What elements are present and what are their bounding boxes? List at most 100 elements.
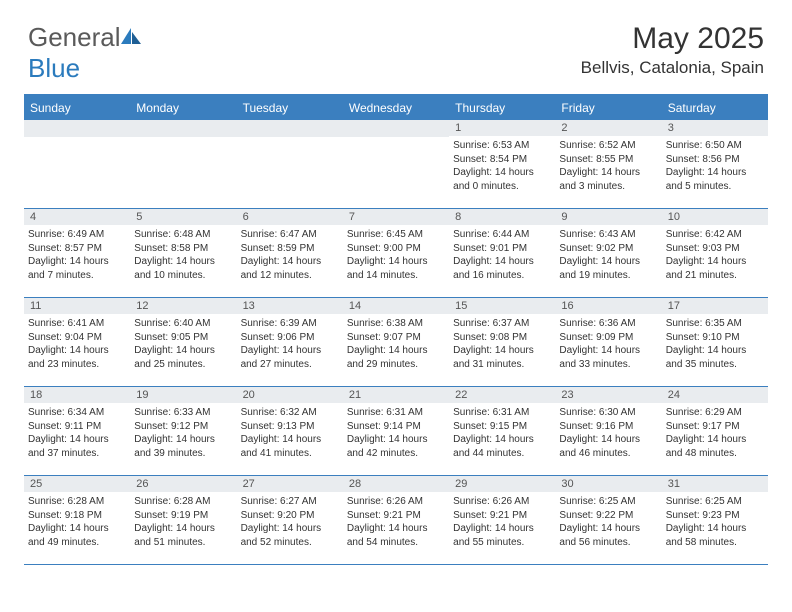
sunset-text: Sunset: 9:03 PM: [666, 242, 764, 256]
day-info: Sunrise: 6:35 AMSunset: 9:10 PMDaylight:…: [666, 317, 764, 371]
day-number: 12: [130, 298, 236, 314]
day-number: 11: [24, 298, 130, 314]
day-number: [130, 120, 236, 137]
day-number: 7: [343, 209, 449, 225]
day-number: [237, 120, 343, 137]
sunrise-text: Sunrise: 6:38 AM: [347, 317, 445, 331]
day-cell: [24, 120, 130, 208]
day-number: 15: [449, 298, 555, 314]
day-number: [24, 120, 130, 137]
day-info: Sunrise: 6:29 AMSunset: 9:17 PMDaylight:…: [666, 406, 764, 460]
day-cell: 3Sunrise: 6:50 AMSunset: 8:56 PMDaylight…: [662, 120, 768, 208]
sunset-text: Sunset: 8:58 PM: [134, 242, 232, 256]
sunset-text: Sunset: 9:08 PM: [453, 331, 551, 345]
day-info: Sunrise: 6:26 AMSunset: 9:21 PMDaylight:…: [347, 495, 445, 549]
sunset-text: Sunset: 9:10 PM: [666, 331, 764, 345]
day-cell: 5 Sunrise: 6:48 AMSunset: 8:58 PMDaylight…: [130, 209, 236, 297]
day-header-row: SundayMondayTuesdayWednesdayThursdayFrid…: [24, 96, 768, 120]
week-row: 11 Sunrise: 6:41 AMSunset: 9:04 PMDayligh…: [24, 298, 768, 387]
day-info: Sunrise: 6:33 AMSunset: 9:12 PMDaylight:…: [134, 406, 232, 460]
day-cell: 13 Sunrise: 6:39 AMSunset: 9:06 PMDayligh…: [237, 298, 343, 386]
day-info: Sunrise: 6:41 AMSunset: 9:04 PMDaylight:…: [28, 317, 126, 371]
sunrise-text: Sunrise: 6:52 AM: [559, 139, 657, 153]
week-row: 1Sunrise: 6:53 AMSunset: 8:54 PMDaylight…: [24, 120, 768, 209]
day-cell: 25Sunrise: 6:28 AMSunset: 9:18 PMDayligh…: [24, 476, 130, 564]
day-info: Sunrise: 6:36 AMSunset: 9:09 PMDaylight:…: [559, 317, 657, 371]
sunset-text: Sunset: 9:09 PM: [559, 331, 657, 345]
sunrise-text: Sunrise: 6:45 AM: [347, 228, 445, 242]
sunset-text: Sunset: 9:20 PM: [241, 509, 339, 523]
sunset-text: Sunset: 9:01 PM: [453, 242, 551, 256]
day-info: Sunrise: 6:49 AMSunset: 8:57 PMDaylight:…: [28, 228, 126, 282]
day-cell: 24Sunrise: 6:29 AMSunset: 9:17 PMDayligh…: [662, 387, 768, 475]
daylight-text: Daylight: 14 hours and 14 minutes.: [347, 255, 445, 282]
day-number: 8: [449, 209, 555, 225]
day-cell: 16Sunrise: 6:36 AMSunset: 9:09 PMDayligh…: [555, 298, 661, 386]
day-number: 13: [237, 298, 343, 314]
day-cell: 9Sunrise: 6:43 AMSunset: 9:02 PMDaylight…: [555, 209, 661, 297]
day-cell: 6Sunrise: 6:47 AMSunset: 8:59 PMDaylight…: [237, 209, 343, 297]
daylight-text: Daylight: 14 hours and 37 minutes.: [28, 433, 126, 460]
daylight-text: Daylight: 14 hours and 29 minutes.: [347, 344, 445, 371]
day-info: Sunrise: 6:50 AMSunset: 8:56 PMDaylight:…: [666, 139, 764, 193]
sail-icon: [119, 22, 143, 42]
day-info: Sunrise: 6:31 AMSunset: 9:15 PMDaylight:…: [453, 406, 551, 460]
title-block: May 2025 Bellvis, Catalonia, Spain: [581, 22, 764, 78]
daylight-text: Daylight: 14 hours and 44 minutes.: [453, 433, 551, 460]
day-info: Sunrise: 6:38 AMSunset: 9:07 PMDaylight:…: [347, 317, 445, 371]
day-info: Sunrise: 6:26 AMSunset: 9:21 PMDaylight:…: [453, 495, 551, 549]
day-cell: 26Sunrise: 6:28 AMSunset: 9:19 PMDayligh…: [130, 476, 236, 564]
daylight-text: Daylight: 14 hours and 56 minutes.: [559, 522, 657, 549]
day-info: Sunrise: 6:48 AMSunset: 8:58 PMDaylight:…: [134, 228, 232, 282]
sunrise-text: Sunrise: 6:25 AM: [559, 495, 657, 509]
sunset-text: Sunset: 9:00 PM: [347, 242, 445, 256]
daylight-text: Daylight: 14 hours and 23 minutes.: [28, 344, 126, 371]
day-cell: 11 Sunrise: 6:41 AMSunset: 9:04 PMDayligh…: [24, 298, 130, 386]
day-number: 10: [662, 209, 768, 225]
sunset-text: Sunset: 9:17 PM: [666, 420, 764, 434]
week-row: 4 Sunrise: 6:49 AMSunset: 8:57 PMDaylight…: [24, 209, 768, 298]
daylight-text: Daylight: 14 hours and 7 minutes.: [28, 255, 126, 282]
page-header: General Blue May 2025 Bellvis, Catalonia…: [0, 0, 792, 94]
day-number: 26: [130, 476, 236, 492]
sunset-text: Sunset: 9:21 PM: [453, 509, 551, 523]
day-cell: 4 Sunrise: 6:49 AMSunset: 8:57 PMDaylight…: [24, 209, 130, 297]
day-cell: 12Sunrise: 6:40 AMSunset: 9:05 PMDayligh…: [130, 298, 236, 386]
sunset-text: Sunset: 9:22 PM: [559, 509, 657, 523]
day-number: 5: [130, 209, 236, 225]
daylight-text: Daylight: 14 hours and 52 minutes.: [241, 522, 339, 549]
sunrise-text: Sunrise: 6:34 AM: [28, 406, 126, 420]
day-info: Sunrise: 6:34 AMSunset: 9:11 PMDaylight:…: [28, 406, 126, 460]
sunrise-text: Sunrise: 6:33 AM: [134, 406, 232, 420]
day-number: 22: [449, 387, 555, 403]
sunset-text: Sunset: 8:54 PM: [453, 153, 551, 167]
day-info: Sunrise: 6:28 AMSunset: 9:18 PMDaylight:…: [28, 495, 126, 549]
sunset-text: Sunset: 9:14 PM: [347, 420, 445, 434]
day-info: Sunrise: 6:44 AMSunset: 9:01 PMDaylight:…: [453, 228, 551, 282]
day-cell: 29Sunrise: 6:26 AMSunset: 9:21 PMDayligh…: [449, 476, 555, 564]
day-cell: 8 Sunrise: 6:44 AMSunset: 9:01 PMDaylight…: [449, 209, 555, 297]
day-info: Sunrise: 6:53 AMSunset: 8:54 PMDaylight:…: [453, 139, 551, 193]
sunset-text: Sunset: 9:04 PM: [28, 331, 126, 345]
daylight-text: Daylight: 14 hours and 27 minutes.: [241, 344, 339, 371]
day-info: Sunrise: 6:32 AMSunset: 9:13 PMDaylight:…: [241, 406, 339, 460]
daylight-text: Daylight: 14 hours and 31 minutes.: [453, 344, 551, 371]
day-cell: 22 Sunrise: 6:31 AMSunset: 9:15 PMDayligh…: [449, 387, 555, 475]
day-cell: 19Sunrise: 6:33 AMSunset: 9:12 PMDayligh…: [130, 387, 236, 475]
day-info: Sunrise: 6:39 AMSunset: 9:06 PMDaylight:…: [241, 317, 339, 371]
daylight-text: Daylight: 14 hours and 12 minutes.: [241, 255, 339, 282]
sunrise-text: Sunrise: 6:43 AM: [559, 228, 657, 242]
day-cell: 23Sunrise: 6:30 AMSunset: 9:16 PMDayligh…: [555, 387, 661, 475]
day-number: 9: [555, 209, 661, 225]
sunrise-text: Sunrise: 6:30 AM: [559, 406, 657, 420]
daylight-text: Daylight: 14 hours and 35 minutes.: [666, 344, 764, 371]
day-info: Sunrise: 6:25 AMSunset: 9:23 PMDaylight:…: [666, 495, 764, 549]
daylight-text: Daylight: 14 hours and 54 minutes.: [347, 522, 445, 549]
day-header-cell: Tuesday: [237, 96, 343, 120]
sunset-text: Sunset: 9:11 PM: [28, 420, 126, 434]
day-info: Sunrise: 6:31 AMSunset: 9:14 PMDaylight:…: [347, 406, 445, 460]
day-number: 4: [24, 209, 130, 225]
daylight-text: Daylight: 14 hours and 16 minutes.: [453, 255, 551, 282]
day-info: Sunrise: 6:37 AMSunset: 9:08 PMDaylight:…: [453, 317, 551, 371]
daylight-text: Daylight: 14 hours and 25 minutes.: [134, 344, 232, 371]
